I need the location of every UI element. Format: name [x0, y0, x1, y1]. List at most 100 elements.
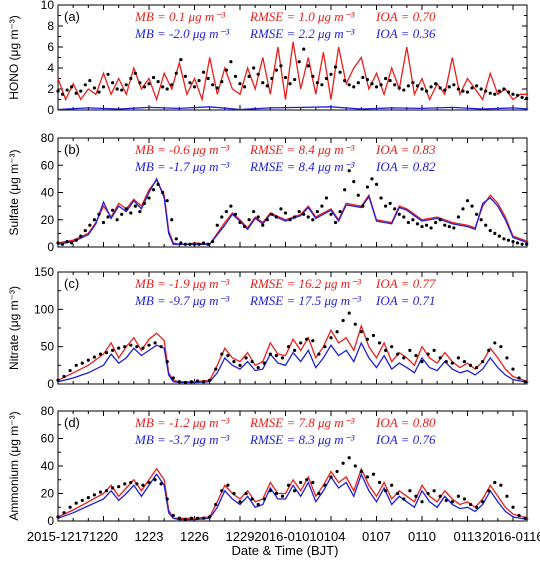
obs-point: [123, 482, 127, 486]
obs-point: [424, 89, 429, 93]
obs-point: [462, 497, 467, 501]
x-tick-label: 0107: [362, 529, 391, 544]
obs-point: [279, 207, 283, 211]
y-tick-label: 0: [47, 514, 54, 528]
obs-point: [461, 207, 465, 211]
series-line-blue: [57, 106, 529, 111]
obs-point: [202, 70, 206, 74]
obs-point: [179, 241, 183, 245]
obs-point: [390, 483, 394, 487]
obs-point: [479, 218, 483, 222]
obs-point: [353, 464, 357, 468]
obs-point: [361, 75, 365, 80]
obs-point: [484, 89, 488, 93]
stat-mb: MB = -3.7 μg m⁻³: [134, 432, 230, 447]
obs-point: [438, 218, 442, 222]
stat-ioa: IOA = 0.77: [375, 276, 436, 291]
obs-point: [279, 64, 283, 68]
obs-point: [65, 239, 69, 244]
x-tick-label: 1220: [89, 529, 118, 544]
obs-point: [288, 218, 292, 222]
obs-point: [211, 83, 215, 87]
obs-point: [147, 82, 151, 86]
obs-point: [397, 212, 401, 216]
obs-point: [438, 356, 442, 360]
obs-point: [384, 489, 388, 493]
obs-point: [135, 482, 139, 486]
y-tick-label: 6: [47, 40, 54, 54]
obs-point: [468, 502, 473, 507]
x-tick-label: 0113: [454, 529, 482, 544]
obs-point: [520, 95, 524, 99]
y-tick-label: 100: [34, 302, 54, 316]
obs-point: [306, 215, 310, 219]
obs-point: [499, 345, 503, 349]
obs-point: [170, 83, 174, 87]
obs-point: [432, 489, 436, 493]
obs-point: [493, 231, 497, 235]
obs-point: [320, 83, 324, 87]
obs-point: [261, 81, 265, 85]
obs-point: [274, 491, 278, 496]
obs-point: [505, 494, 509, 498]
y-tick-label: 0: [47, 103, 54, 117]
obs-point: [456, 215, 460, 219]
obs-point: [506, 90, 511, 94]
y-tick-label: 2: [47, 82, 54, 96]
obs-point: [111, 486, 115, 490]
obs-point: [347, 456, 351, 460]
obs-point: [353, 322, 357, 326]
obs-point: [233, 74, 238, 78]
obs-point: [365, 475, 369, 479]
x-tick-label: 2016-0101: [254, 529, 316, 544]
obs-point: [462, 360, 467, 364]
obs-point: [179, 58, 183, 62]
obs-point: [338, 70, 342, 74]
obs-point: [274, 354, 278, 358]
obs-point: [270, 212, 274, 216]
obs-point: [443, 223, 447, 227]
obs-point: [515, 93, 520, 97]
obs-point: [329, 72, 333, 76]
obs-point: [68, 368, 72, 373]
obs-point: [74, 363, 78, 367]
obs-point: [226, 483, 230, 487]
obs-point: [98, 352, 103, 356]
obs-point: [347, 311, 351, 315]
obs-point: [283, 75, 288, 80]
stat-rmse: RMSE = 7.8 μg m⁻³: [249, 415, 356, 430]
obs-point: [335, 330, 339, 334]
obs-point: [74, 501, 78, 505]
obs-point: [420, 224, 424, 229]
obs-point: [220, 215, 224, 219]
obs-point: [479, 87, 483, 91]
obs-point: [124, 207, 128, 211]
panel-label: (d): [64, 415, 80, 430]
stat-ioa: IOA = 0.83: [375, 142, 436, 157]
obs-point: [141, 346, 145, 350]
obs-point: [238, 220, 242, 225]
obs-point: [461, 89, 465, 93]
obs-point: [365, 337, 369, 341]
obs-point: [238, 363, 242, 367]
obs-point: [80, 498, 84, 502]
obs-point: [406, 220, 410, 225]
obs-point: [165, 360, 169, 364]
obs-point: [97, 212, 101, 216]
obs-point: [505, 356, 509, 360]
obs-point: [147, 480, 151, 485]
obs-point: [161, 190, 165, 195]
obs-point: [323, 345, 327, 349]
obs-point: [333, 220, 338, 225]
obs-point: [183, 380, 187, 385]
obs-point: [165, 497, 169, 501]
obs-point: [335, 469, 339, 474]
obs-point: [274, 215, 278, 219]
stat-mb: MB = -9.7 μg m⁻³: [134, 293, 230, 308]
obs-point: [484, 223, 488, 227]
stat-mb: MB = -1.2 μg m⁻³: [134, 415, 230, 430]
obs-point: [83, 229, 87, 233]
obs-point: [420, 87, 424, 91]
obs-point: [153, 341, 157, 345]
